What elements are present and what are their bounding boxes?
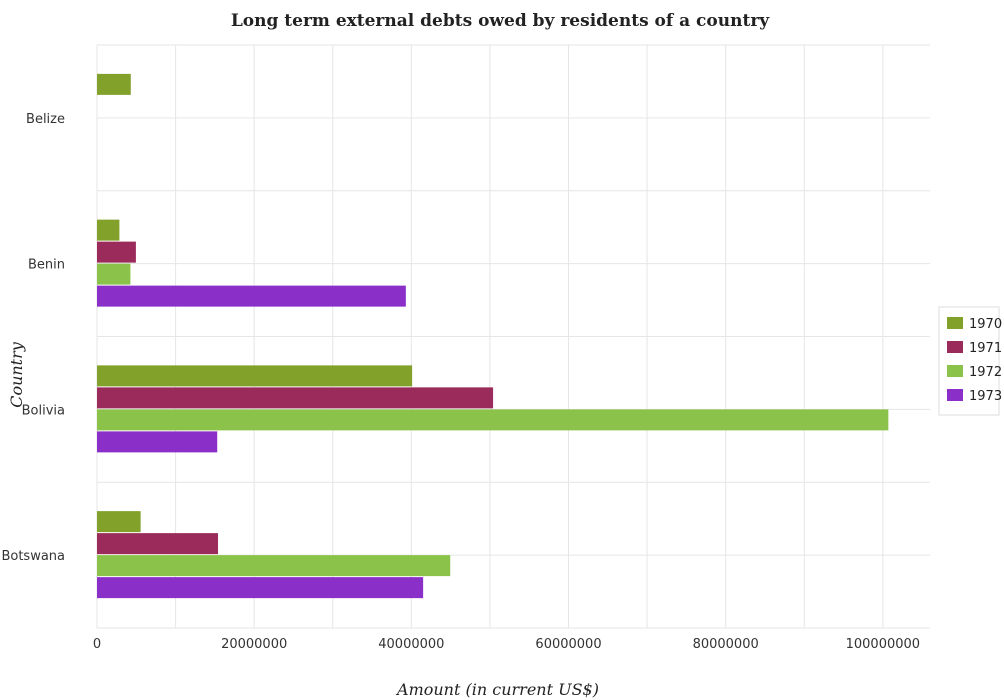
legend-label-1973: 1973 [969, 389, 1002, 404]
bar-benin-1971 [97, 241, 136, 263]
y-tick-labels: Belize Benin Bolivia Botswana [1, 112, 65, 564]
y-tick-label: Bolivia [22, 403, 65, 418]
bar-bolivia-1970 [97, 365, 413, 387]
legend-label-1970: 1970 [969, 317, 1002, 332]
bar-benin-1970 [97, 219, 120, 241]
bar-botswana-1970 [97, 511, 141, 533]
bar-botswana-1973 [97, 577, 424, 599]
bar-bolivia-1972 [97, 409, 889, 431]
y-tick-label: Benin [28, 258, 65, 273]
y-axis-label: Country [7, 341, 26, 408]
legend-swatch-1970 [947, 317, 963, 329]
legend-label-1971: 1971 [969, 341, 1002, 356]
y-tick-label: Belize [26, 112, 65, 127]
x-tick-label: 0 [93, 637, 101, 652]
x-tick-label: 60000000 [535, 637, 601, 652]
legend-swatch-1972 [947, 365, 963, 377]
y-tick-label: Botswana [1, 549, 65, 564]
bars [97, 73, 889, 599]
legend-swatch-1971 [947, 341, 963, 353]
x-tick-label: 80000000 [693, 637, 759, 652]
bar-belize-1970 [97, 73, 131, 95]
x-axis-label: Amount (in current US$) [395, 680, 599, 699]
chart-title: Long term external debts owed by residen… [231, 11, 770, 31]
x-tick-label: 100000000 [846, 637, 920, 652]
x-tick-labels: 0 20000000 40000000 60000000 80000000 1000000… [93, 637, 920, 652]
bar-benin-1973 [97, 285, 406, 307]
x-tick-label: 40000000 [378, 637, 444, 652]
bar-benin-1972 [97, 263, 131, 285]
bar-botswana-1972 [97, 555, 451, 577]
x-tick-label: 20000000 [221, 637, 287, 652]
bar-bolivia-1973 [97, 431, 218, 453]
legend: 1970 1971 1972 1973 [938, 306, 1002, 416]
bar-bolivia-1971 [97, 387, 494, 409]
grid [96, 44, 930, 629]
legend-swatch-1973 [947, 389, 963, 401]
bar-botswana-1971 [97, 533, 219, 555]
legend-label-1972: 1972 [969, 365, 1002, 380]
